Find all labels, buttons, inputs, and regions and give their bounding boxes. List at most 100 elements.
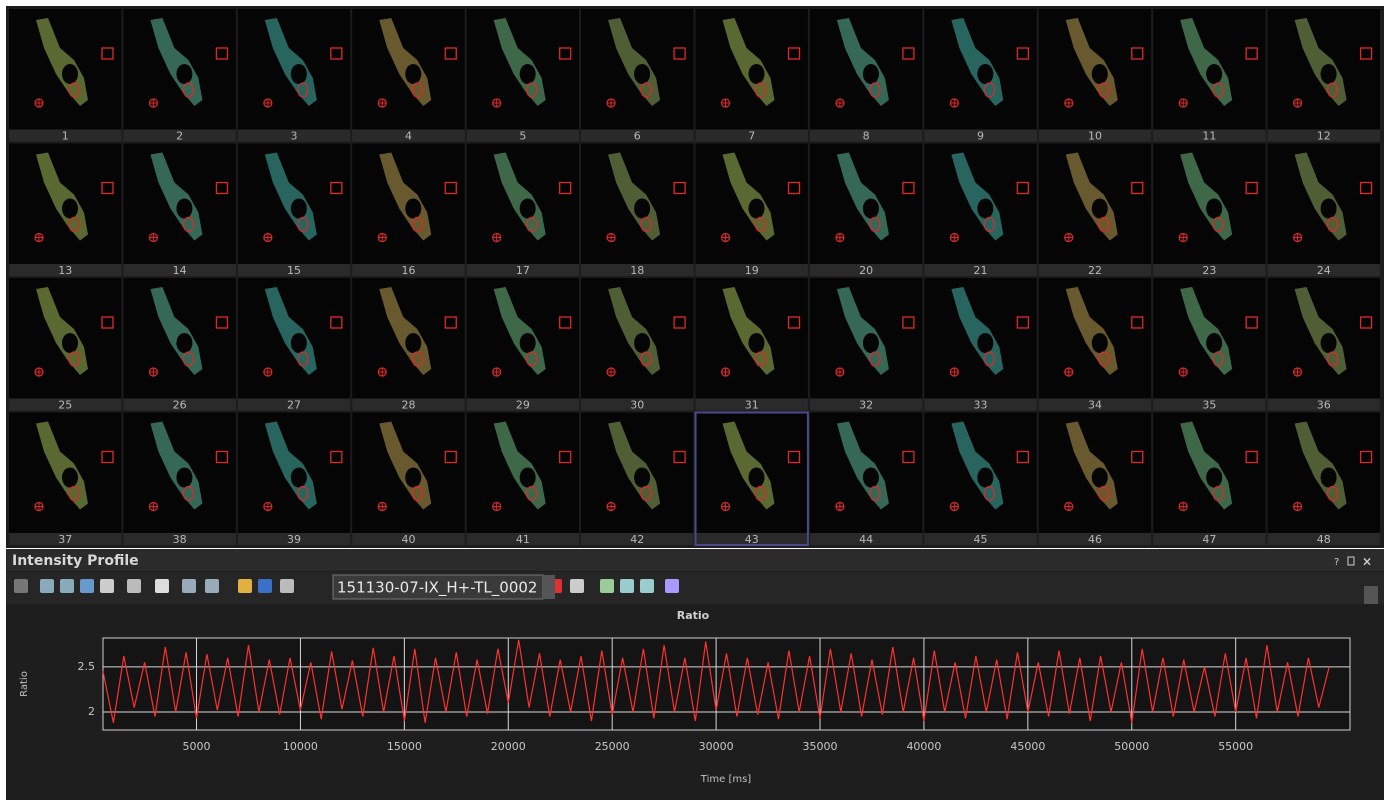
thumbnail[interactable]: 46 xyxy=(1038,412,1152,547)
thumbnail[interactable]: 41 xyxy=(466,412,580,547)
thumbnail[interactable]: 8 xyxy=(809,9,923,143)
toolbar-button[interactable] xyxy=(80,579,94,593)
toolbar-button[interactable] xyxy=(182,579,196,593)
thumbnail[interactable]: 48 xyxy=(1267,412,1380,547)
cell-shape xyxy=(951,421,1004,510)
thumbnail[interactable]: 9 xyxy=(924,9,1037,143)
thumbnail[interactable]: 27 xyxy=(237,278,351,412)
toolbar-button[interactable] xyxy=(665,579,679,593)
thumbnail[interactable]: 2 xyxy=(123,9,236,143)
toolbar-button[interactable] xyxy=(100,579,114,593)
roi-ellipse xyxy=(297,82,309,98)
toolbar-button[interactable] xyxy=(600,579,614,593)
thumbnail-caption-bar xyxy=(581,398,694,411)
pin-button[interactable] xyxy=(1347,556,1355,566)
roi-ellipse xyxy=(640,82,652,98)
thumbnail[interactable]: 20 xyxy=(809,143,923,278)
thumbnail-label: 28 xyxy=(401,399,415,412)
thumbnail-caption-bar xyxy=(581,264,694,276)
roi-square xyxy=(444,181,457,195)
toolbar-button[interactable] xyxy=(155,579,169,593)
roi-square xyxy=(1016,316,1029,329)
thumbnail[interactable]: 4 xyxy=(352,9,465,143)
thumbnail[interactable]: 37 xyxy=(9,412,122,547)
thumbnail-label: 1 xyxy=(62,130,69,143)
thumbnail[interactable]: 39 xyxy=(237,412,351,547)
thumbnail[interactable]: 34 xyxy=(1038,278,1152,412)
thumbnail[interactable]: 43 xyxy=(694,411,809,547)
x-tick-label: 20000 xyxy=(491,740,526,753)
file-combobox[interactable] xyxy=(332,574,544,600)
thumbnail[interactable]: 19 xyxy=(695,143,808,278)
thumbnail[interactable]: 47 xyxy=(1153,412,1266,547)
roi-square xyxy=(787,47,801,60)
thumbnail[interactable]: 15 xyxy=(237,143,351,278)
thumbnail-label: 17 xyxy=(516,264,530,277)
thumbnail[interactable]: 13 xyxy=(9,143,122,278)
thumbnail[interactable]: 26 xyxy=(123,278,236,412)
toolbar-button[interactable] xyxy=(14,579,28,593)
thumbnail[interactable]: 36 xyxy=(1267,278,1380,412)
thumbnail[interactable]: 11 xyxy=(1153,9,1266,143)
toolbar-button[interactable] xyxy=(570,579,584,593)
thumbnail[interactable]: 42 xyxy=(581,412,694,547)
toolbar-button[interactable] xyxy=(40,579,54,593)
thumbnail[interactable]: 14 xyxy=(123,143,236,278)
y-axis-label: Ratio xyxy=(19,671,30,697)
thumbnail[interactable]: 29 xyxy=(466,278,580,412)
thumbnail[interactable]: 16 xyxy=(352,143,465,278)
thumbnail[interactable]: 28 xyxy=(352,278,465,412)
toolbar-button[interactable] xyxy=(60,579,74,593)
thumbnail[interactable]: 44 xyxy=(809,412,923,547)
thumbnail[interactable]: 18 xyxy=(581,143,694,278)
thumbnail[interactable]: 30 xyxy=(581,278,694,412)
nucleus xyxy=(634,64,651,84)
toolbar-button[interactable] xyxy=(205,579,219,593)
nucleus xyxy=(634,198,651,219)
thumbnail-caption-bar xyxy=(1153,264,1266,276)
thumbnail[interactable]: 45 xyxy=(924,412,1037,547)
thumbnail[interactable]: 33 xyxy=(924,278,1037,412)
thumbnail[interactable]: 1 xyxy=(9,9,122,143)
thumbnail[interactable]: 17 xyxy=(466,143,580,278)
thumbnail[interactable]: 24 xyxy=(1267,143,1380,278)
thumbnail[interactable]: 21 xyxy=(924,143,1037,278)
thumbnail[interactable]: 5 xyxy=(466,9,580,143)
thumbnail[interactable]: 23 xyxy=(1153,143,1266,278)
toolbar xyxy=(6,572,1384,604)
roi-ellipse xyxy=(1098,485,1110,502)
close-button[interactable]: × xyxy=(1362,555,1372,569)
thumbnail[interactable]: 38 xyxy=(123,412,236,547)
thumbnail[interactable]: 32 xyxy=(809,278,923,412)
toolbar-button[interactable] xyxy=(258,579,272,593)
toolbar-button[interactable] xyxy=(640,579,654,593)
nucleus xyxy=(1206,198,1223,219)
thumbnail[interactable]: 35 xyxy=(1153,278,1266,412)
thumbnail[interactable]: 40 xyxy=(352,412,465,547)
thumbnail-caption-bar xyxy=(1038,129,1152,142)
thumbnail[interactable]: 7 xyxy=(695,9,808,143)
cell-shape xyxy=(493,152,546,241)
toolbar-button[interactable] xyxy=(620,579,634,593)
thumbnail[interactable]: 12 xyxy=(1267,9,1380,143)
toolbar-button[interactable] xyxy=(238,579,252,593)
thumbnail[interactable]: 6 xyxy=(581,9,694,143)
chart-title: Ratio xyxy=(677,609,710,622)
nucleus xyxy=(1320,64,1337,84)
help-button[interactable]: ? xyxy=(1334,557,1339,568)
combobox-arrow[interactable] xyxy=(543,575,555,599)
thumbnail[interactable]: 10 xyxy=(1038,9,1152,143)
toolbar-button[interactable] xyxy=(280,579,294,593)
roi-ellipse xyxy=(411,216,423,233)
thumbnail[interactable]: 31 xyxy=(695,278,808,412)
thumbnail[interactable]: 22 xyxy=(1038,143,1152,278)
scrollbar[interactable] xyxy=(1364,586,1378,604)
thumbnail-caption-bar xyxy=(695,533,808,545)
thumbnail-label: 35 xyxy=(1202,399,1216,412)
roi-square xyxy=(101,47,114,60)
thumbnail[interactable]: 3 xyxy=(237,9,351,143)
thumbnail-caption-bar xyxy=(695,264,808,276)
thumbnail[interactable]: 25 xyxy=(9,278,122,412)
toolbar-button[interactable] xyxy=(127,579,141,593)
roi-square xyxy=(1016,181,1029,195)
